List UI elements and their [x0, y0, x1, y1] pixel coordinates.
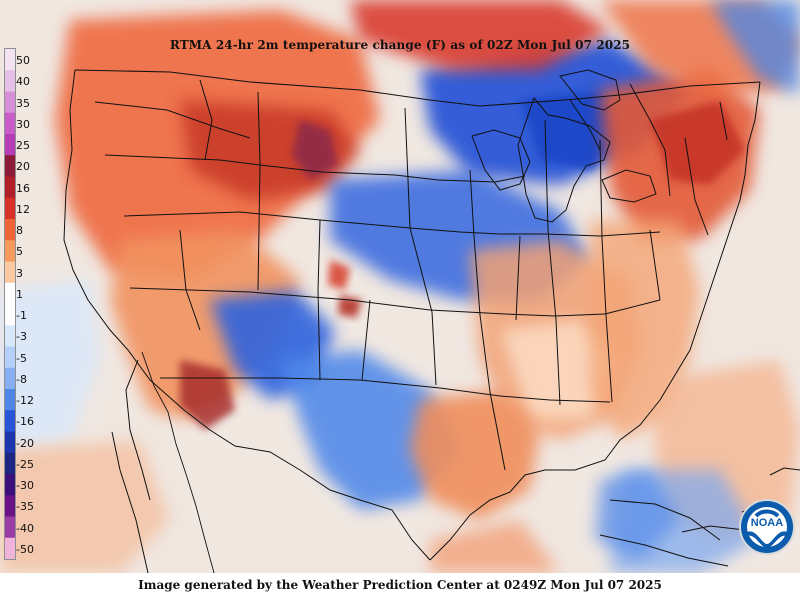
legend-label: 40	[16, 75, 30, 89]
legend-label: -1	[16, 309, 27, 322]
legend-swatch	[5, 155, 15, 177]
legend-swatch	[5, 49, 15, 71]
legend-label: 30	[16, 117, 30, 131]
legend-swatch	[5, 219, 15, 241]
legend-swatch	[5, 367, 15, 390]
legend-bars	[5, 49, 15, 559]
legend-swatch	[5, 474, 15, 496]
legend-swatch	[5, 325, 15, 347]
temperature-legend-scale	[4, 48, 16, 560]
legend-label: 12	[16, 202, 30, 216]
legend-label: 35	[16, 96, 30, 110]
legend-label: 50	[16, 54, 30, 67]
legend-label: -3	[16, 330, 27, 344]
legend-swatch	[5, 240, 15, 262]
legend-label: 5	[16, 245, 23, 259]
map-panel	[0, 0, 800, 573]
legend-swatch	[5, 304, 15, 326]
map-title: RTMA 24-hr 2m temperature change (F) as …	[169, 38, 631, 52]
legend-swatch	[5, 197, 15, 220]
boundaries	[63, 69, 800, 573]
legend-swatch	[5, 516, 15, 539]
legend-label: -16	[16, 415, 34, 429]
legend-label: -40	[16, 521, 34, 535]
legend-label: -5	[16, 351, 27, 365]
legend-label: -20	[16, 436, 34, 450]
temperature-shading	[0, 0, 800, 573]
legend-label: -35	[16, 500, 34, 514]
legend-label: -30	[16, 479, 34, 492]
legend-swatch	[5, 91, 15, 114]
temperature-change-map	[0, 0, 800, 573]
legend-label: -12	[16, 394, 34, 407]
legend-label: -50	[16, 542, 34, 556]
legend-swatch	[5, 537, 15, 559]
legend-swatch	[5, 176, 15, 199]
legend-swatch	[5, 112, 15, 135]
legend-label: -8	[16, 372, 27, 386]
legend-swatch	[5, 134, 15, 156]
footer-text: Image generated by the Weather Predictio…	[138, 578, 662, 592]
legend-label: -25	[16, 457, 34, 471]
noaa-logo: NOAA	[739, 499, 795, 555]
noaa-logo-text: NOAA	[751, 517, 783, 529]
legend-swatch	[5, 261, 15, 284]
legend-swatch	[5, 431, 15, 454]
legend-swatch	[5, 389, 15, 411]
legend-swatch	[5, 346, 15, 369]
legend-label: 16	[16, 181, 30, 195]
legend-swatch	[5, 70, 15, 92]
legend-swatch	[5, 282, 15, 305]
legend-label: 20	[16, 160, 30, 174]
legend-label: 25	[16, 139, 30, 152]
legend-color-bar	[5, 49, 15, 559]
legend-label: 8	[16, 224, 23, 237]
legend-swatch	[5, 452, 15, 475]
legend-swatch	[5, 410, 15, 432]
legend-label: 3	[16, 266, 23, 280]
legend-label: 1	[16, 287, 23, 301]
legend-swatch	[5, 495, 15, 517]
